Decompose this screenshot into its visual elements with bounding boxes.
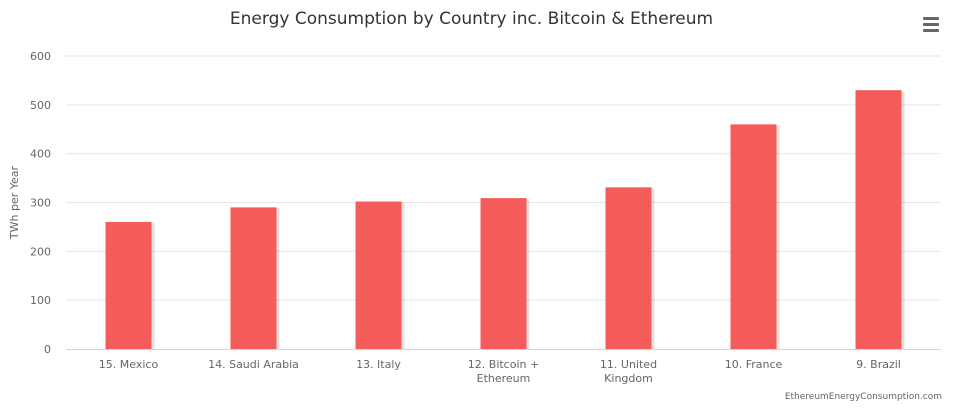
x-tick-label: 9. Brazil [856, 358, 901, 371]
bar[interactable] [230, 207, 277, 349]
x-axis-labels: 15. Mexico 14. Saudi Arabia 13. Italy 12. B… [99, 358, 901, 385]
x-tick-label: 14. Saudi Arabia [208, 358, 299, 371]
y-tick-label: 300 [30, 197, 51, 210]
x-tick-label: 11. United Kingdom [600, 358, 657, 385]
y-tick-label: 0 [44, 343, 51, 356]
x-tick-label: 13. Italy [356, 358, 401, 371]
bar[interactable] [355, 201, 402, 349]
x-tick-label: 10. France [725, 358, 783, 371]
y-tick-label: 400 [30, 148, 51, 161]
x-tick-label: 15. Mexico [99, 358, 159, 371]
bar[interactable] [855, 90, 902, 349]
chart-menu-button[interactable] [919, 14, 943, 34]
y-tick-label: 600 [30, 50, 51, 63]
y-tick-label: 500 [30, 99, 51, 112]
chart-title: Energy Consumption by Country inc. Bitco… [229, 9, 714, 29]
hamburger-menu-icon-line [923, 23, 939, 26]
hamburger-menu-icon [923, 17, 939, 20]
bar[interactable] [605, 187, 652, 349]
bars [105, 90, 905, 349]
bar[interactable] [480, 198, 527, 349]
x-tick-label: 12. Bitcoin + Ethereum [468, 358, 539, 385]
credit-link[interactable]: EthereumEnergyConsumption.com [784, 392, 942, 402]
y-tick-label: 200 [30, 245, 51, 258]
y-tick-label: 100 [30, 294, 51, 307]
bar[interactable] [105, 222, 152, 349]
bar[interactable] [730, 124, 777, 349]
y-axis-ticks: 0 100 200 300 400 500 600 [30, 50, 51, 356]
hamburger-menu-icon-line [923, 29, 939, 32]
y-axis-title: TWh per Year [8, 165, 21, 240]
